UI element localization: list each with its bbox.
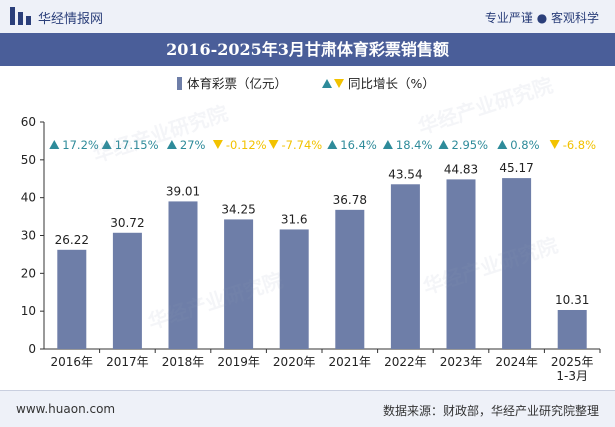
y-tick-label: 50 (21, 153, 36, 167)
bar (279, 229, 309, 349)
bar-value-label: 45.17 (499, 161, 533, 175)
bar (390, 184, 420, 349)
legend-label-sales: 体育彩票（亿元） (187, 76, 288, 91)
x-tick-label: 2025年 (551, 355, 594, 369)
site-name: 华经情报网 (38, 12, 104, 27)
growth-label: 18.4% (396, 138, 433, 152)
bar-value-label: 30.72 (110, 216, 144, 230)
bar-value-label: 31.6 (281, 212, 308, 226)
logo-icon (10, 7, 31, 25)
x-tick-label: 2016年 (51, 355, 94, 369)
growth-label: 17.2% (62, 138, 99, 152)
bar-value-label: 44.83 (444, 162, 478, 176)
growth-label: -7.74% (282, 138, 323, 152)
growth-up-triangle (49, 140, 60, 149)
growth-up-triangle (382, 140, 393, 149)
x-tick-label: 2021年 (329, 355, 372, 369)
chart-title: 2016-2025年3月甘肃体育彩票销售额 (166, 40, 449, 59)
bar (168, 201, 198, 349)
legend-label-growth: 同比增长（%） (348, 76, 435, 91)
bar-value-label: 26.22 (55, 233, 89, 247)
y-tick-label: 30 (21, 229, 36, 243)
growth-label: 16.4% (340, 138, 377, 152)
bar (224, 219, 254, 349)
growth-label: 0.8% (510, 138, 539, 152)
x-tick-label: 2018年 (162, 355, 205, 369)
x-tick-label: 2017年 (106, 355, 149, 369)
x-tick-label: 1-3月 (556, 369, 588, 383)
growth-label: -0.12% (226, 138, 267, 152)
growth-up-triangle (497, 140, 508, 149)
y-tick-label: 60 (21, 115, 36, 129)
legend-item-growth: 同比增长（%） (322, 73, 435, 92)
x-tick-label: 2024年 (495, 355, 538, 369)
growth-up-triangle (166, 140, 177, 149)
growth-label: -6.8% (563, 138, 596, 152)
bar-value-label: 39.01 (166, 184, 200, 198)
bar (557, 309, 587, 349)
growth-down-triangle (268, 140, 279, 149)
bar (502, 178, 532, 349)
x-tick-label: 2023年 (440, 355, 483, 369)
growth-label: 2.95% (452, 138, 489, 152)
title-band: 2016-2025年3月甘肃体育彩票销售额 (0, 33, 615, 66)
footer-source: 数据来源：财政部，华经产业研究院整理 (382, 404, 599, 418)
bar (446, 179, 476, 349)
bar (335, 209, 365, 349)
triangle-down-icon (334, 79, 344, 88)
bar (57, 249, 87, 349)
bar (112, 232, 142, 349)
growth-up-triangle (327, 140, 338, 149)
footer-divider (0, 390, 615, 391)
growth-up-triangle (101, 140, 112, 149)
x-tick-label: 2020年 (273, 355, 316, 369)
bar-value-label: 43.54 (388, 167, 422, 181)
legend-swatch-icon (177, 77, 182, 90)
growth-down-triangle (212, 140, 223, 149)
x-tick-label: 2022年 (384, 355, 427, 369)
growth-up-triangle (438, 140, 449, 149)
y-tick-label: 40 (21, 191, 36, 205)
top-bar: 华经情报网 专业严谨 ● 客观科学 (0, 0, 615, 33)
legend: 体育彩票（亿元） 同比增长（%） (0, 73, 615, 93)
y-tick-label: 20 (21, 266, 36, 280)
bar-value-label: 36.78 (333, 193, 367, 207)
footer: www.huaon.com 数据来源：财政部，华经产业研究院整理 (0, 391, 615, 427)
slogan: 专业严谨 ● 客观科学 (484, 11, 599, 25)
bar-value-label: 34.25 (221, 202, 255, 216)
footer-url[interactable]: www.huaon.com (16, 402, 116, 416)
growth-label: 17.15% (115, 138, 159, 152)
growth-label: 27% (180, 138, 206, 152)
legend-item-sales: 体育彩票（亿元） (177, 73, 287, 92)
bar-value-label: 10.31 (555, 293, 589, 307)
triangle-up-icon (322, 79, 332, 88)
y-tick-label: 10 (21, 304, 36, 318)
x-tick-label: 2019年 (217, 355, 260, 369)
growth-down-triangle (549, 140, 560, 149)
y-tick-label: 0 (28, 342, 36, 356)
bar-chart: 0 10 20 30 40 50 60 26.22 2016年 17.2% 30.72 2017年 17… (21, 115, 601, 383)
